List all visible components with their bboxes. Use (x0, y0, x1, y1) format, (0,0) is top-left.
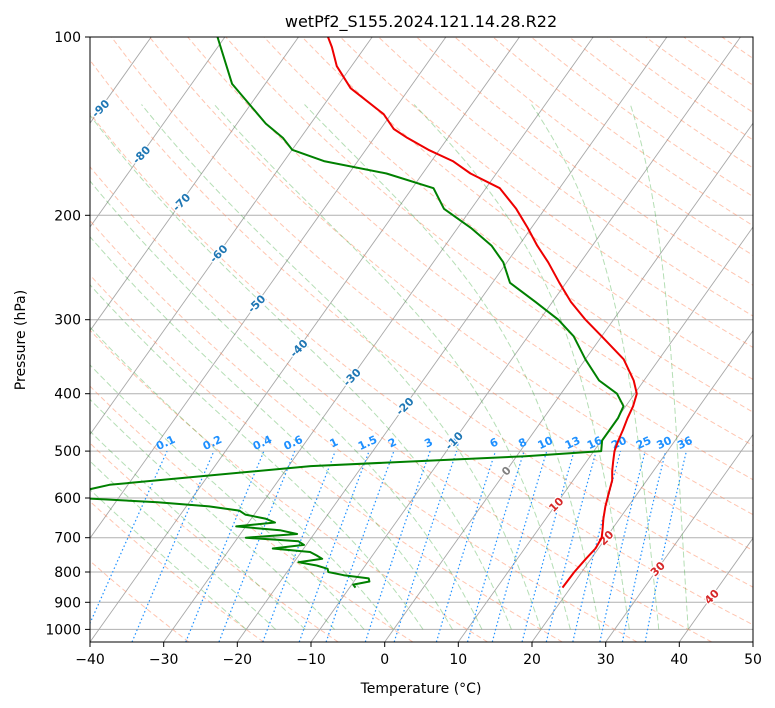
moist-adiabat (413, 104, 630, 630)
isotherm-line (457, 226, 753, 642)
mixing-ratio-label: 25 (634, 434, 653, 452)
dry-adiabat (90, 329, 488, 642)
mixing-ratio-line (572, 450, 622, 642)
isotherm-line (90, 37, 299, 332)
moist-adiabat (90, 236, 453, 630)
isotherm-line (236, 37, 668, 642)
y-tick-label: 600 (54, 491, 81, 507)
isotherm-line (531, 329, 753, 642)
isotherm-line (605, 433, 753, 642)
axis-ticks: −40 −30 −20 −10 0 10 20 30 40 50 100 200 300 400 500 60… (45, 30, 762, 668)
moist-adiabat (629, 104, 689, 630)
dry-adiabat (90, 112, 753, 626)
mixing-ratio-label: 13 (563, 434, 582, 452)
mixing-ratio-label: 10 (536, 434, 556, 452)
isotherm-line (90, 37, 373, 436)
mixing-ratio-label: 36 (675, 434, 695, 452)
mixing-ratio-label: 30 (655, 434, 675, 452)
x-tick-label: 40 (670, 652, 688, 668)
x-tick-label: −20 (223, 652, 253, 668)
y-tick-label: 400 (54, 387, 81, 403)
mixing-ratio-line (298, 450, 370, 642)
x-tick-label: −10 (296, 652, 326, 668)
moist-adiabat (531, 104, 660, 630)
x-tick-label: −40 (75, 652, 105, 668)
dry-adiabat (90, 274, 563, 642)
mixing-ratio-line (393, 450, 458, 642)
chart-title: wetPf2_S155.2024.121.14.28.R22 (285, 12, 557, 32)
x-tick-label: 30 (597, 652, 615, 668)
isotherm-line (678, 537, 753, 642)
dewpoint-profile (90, 37, 625, 589)
isotherm-line (384, 122, 753, 642)
x-tick-label: 10 (449, 652, 467, 668)
isotherm-line (90, 37, 447, 539)
moist-adiabat (90, 180, 483, 630)
background-lines (90, 37, 753, 642)
mixing-ratio-line (364, 450, 431, 642)
x-tick-label: 0 (380, 652, 389, 668)
y-tick-label: 200 (54, 208, 81, 224)
y-tick-label: 100 (54, 30, 81, 46)
dry-adiabat (90, 560, 190, 642)
isotherm-line (90, 37, 226, 228)
mixing-ratio-line (621, 450, 667, 642)
moist-adiabat (141, 104, 542, 630)
dry-adiabat (301, 37, 753, 381)
mixing-ratio-line (262, 450, 336, 642)
mixing-ratio-line (466, 450, 525, 642)
y-tick-label: 900 (54, 595, 81, 611)
moist-adiabat (90, 398, 335, 630)
x-tick-label: 50 (744, 652, 762, 668)
dry-adiabat (90, 385, 414, 642)
mixing-ratio-line (90, 450, 168, 625)
mixing-ratio-line (185, 450, 265, 642)
mixing-ratio-label: 16 (585, 434, 605, 452)
mixing-ratio-line (521, 450, 575, 642)
y-tick-label: 700 (54, 531, 81, 547)
y-tick-label: 800 (54, 565, 81, 581)
isotherm-line (310, 37, 741, 642)
y-axis-label: Pressure (hPa) (13, 290, 29, 390)
isotherm-line (163, 37, 594, 642)
dry-adiabat (263, 37, 753, 413)
mixing-ratio-line (435, 450, 497, 642)
isotherm-line (90, 37, 520, 642)
profiles (90, 37, 638, 589)
mixing-ratio-line (545, 450, 597, 642)
mixing-ratio-line (325, 450, 395, 642)
moist-adiabat (213, 104, 571, 630)
moist-adiabat (90, 284, 424, 630)
mixing-ratio-label: 20 (609, 434, 629, 452)
mixing-ratio-line (131, 450, 215, 642)
moist-adiabat (90, 364, 365, 630)
mixing-ratio-line (599, 450, 646, 642)
mixing-ratio-line (491, 450, 548, 642)
moist-adiabat (90, 460, 277, 630)
mixing-ratio-line (218, 450, 296, 642)
plot-frame (89, 36, 754, 643)
y-tick-label: 300 (54, 313, 81, 329)
dry-adiabat (90, 219, 638, 642)
x-axis-label: Temperature (°C) (360, 681, 482, 697)
x-tick-label: −30 (149, 652, 179, 668)
dry-adiabat (416, 37, 753, 286)
moist-adiabat (304, 104, 601, 630)
dry-adiabat (90, 59, 753, 588)
x-tick-label: 20 (523, 652, 541, 668)
dry-adiabat (149, 37, 753, 516)
y-tick-label: 500 (54, 444, 81, 460)
temperature-profile (327, 37, 638, 589)
y-tick-label: 1000 (45, 622, 81, 638)
moist-adiabat (90, 114, 512, 630)
